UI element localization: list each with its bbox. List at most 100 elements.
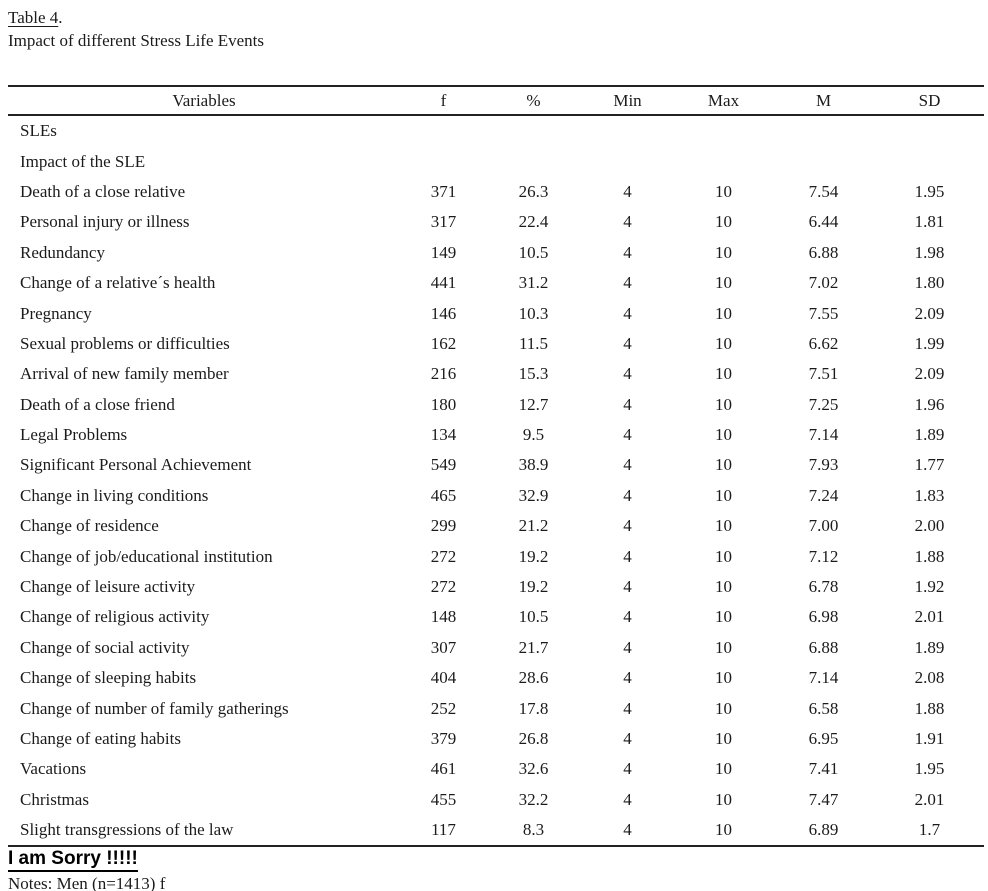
variable-cell: Change of religious activity xyxy=(20,607,210,627)
col-header-mean: M xyxy=(815,90,832,110)
value-cell: 4 xyxy=(623,242,632,262)
value-cell: 10 xyxy=(715,577,732,597)
value-cell: 1.98 xyxy=(914,242,945,262)
value-cell: 17.8 xyxy=(518,698,549,718)
value-cell: 4 xyxy=(623,789,632,809)
value-cell: 10 xyxy=(715,668,732,688)
value-cell: 21.7 xyxy=(518,637,549,657)
table-row: Arrival of new family member 216 15.3 4 10 7.… xyxy=(8,359,984,389)
value-cell: 252 xyxy=(430,698,457,718)
value-cell: 307 xyxy=(430,637,457,657)
value-cell: 2.00 xyxy=(914,516,945,536)
table-row: Change in living conditions 465 32.9 4 10 7.2… xyxy=(8,481,984,511)
value-cell: 7.00 xyxy=(808,516,839,536)
col-header-min: Min xyxy=(613,90,642,110)
table-row: Change of number of family gatherings 252… xyxy=(8,693,984,723)
value-cell: 2.08 xyxy=(914,668,945,688)
value-cell: 8.3 xyxy=(522,820,545,840)
value-cell: 162 xyxy=(430,333,457,353)
value-cell: 461 xyxy=(430,759,457,779)
value-cell: 10 xyxy=(715,364,732,384)
value-cell xyxy=(400,146,487,176)
value-cell: 7.41 xyxy=(808,759,839,779)
notes-line: Notes: Men (n=1413) f xyxy=(8,874,166,891)
value-cell: 7.25 xyxy=(808,394,839,414)
col-header-sd: SD xyxy=(918,90,941,110)
variable-cell: SLEs xyxy=(20,121,57,141)
value-cell: 4 xyxy=(623,820,632,840)
table-body: SLEs Impact of the SLE Death of a close re… xyxy=(8,115,984,847)
header-row: Variables f % Min Max M SD xyxy=(8,86,984,115)
value-cell: 10 xyxy=(715,425,732,445)
value-cell: 4 xyxy=(623,516,632,536)
variable-cell: Change of leisure activity xyxy=(20,577,196,597)
variable-cell: Pregnancy xyxy=(20,303,92,323)
value-cell: 1.91 xyxy=(914,729,945,748)
value-cell xyxy=(580,115,675,146)
value-cell: 4 xyxy=(623,485,632,505)
value-cell xyxy=(875,146,984,176)
value-cell: 10 xyxy=(715,789,732,809)
variable-cell: Redundancy xyxy=(20,242,105,262)
variable-cell: Death of a close relative xyxy=(20,181,186,201)
table-row: Slight transgressions of the law 117 8.3 4 1… xyxy=(8,815,984,847)
value-cell: 441 xyxy=(430,273,457,293)
value-cell: 10 xyxy=(715,181,732,201)
value-cell: 149 xyxy=(430,242,457,262)
value-cell: 1.92 xyxy=(914,577,945,597)
value-cell: 4 xyxy=(623,607,632,627)
table-row: Change of a relative´s health 441 31.2 4 10 7… xyxy=(8,268,984,298)
table-row: Change of residence 299 21.2 4 10 7.00 2.00 xyxy=(8,511,984,541)
value-cell: 7.24 xyxy=(808,485,839,505)
variable-cell: Arrival of new family member xyxy=(20,364,229,384)
value-cell: 10 xyxy=(715,485,732,505)
value-cell: 455 xyxy=(430,789,457,809)
value-cell xyxy=(772,146,875,176)
value-cell: 6.62 xyxy=(808,333,839,353)
value-cell: 272 xyxy=(430,546,457,566)
value-cell: 379 xyxy=(430,729,457,748)
value-cell: 4 xyxy=(623,333,632,353)
value-cell: 2.01 xyxy=(914,789,945,809)
value-cell: 22.4 xyxy=(518,212,549,232)
value-cell xyxy=(772,115,875,146)
value-cell: 2.09 xyxy=(914,364,945,384)
value-cell: 4 xyxy=(623,394,632,414)
value-cell: 10.3 xyxy=(518,303,549,323)
variable-cell: Personal injury or illness xyxy=(20,212,190,232)
value-cell: 26.3 xyxy=(518,181,549,201)
variable-cell: Change of sleeping habits xyxy=(20,668,197,688)
value-cell xyxy=(675,115,772,146)
variable-cell: Slight transgressions of the law xyxy=(20,820,234,840)
value-cell: 4 xyxy=(623,181,632,201)
value-cell: 7.93 xyxy=(808,455,839,475)
value-cell: 1.89 xyxy=(914,637,945,657)
value-cell: 9.5 xyxy=(522,425,545,445)
value-cell: 180 xyxy=(430,394,457,414)
value-cell: 10.5 xyxy=(518,607,549,627)
value-cell: 2.01 xyxy=(914,607,945,627)
value-cell: 4 xyxy=(623,303,632,323)
value-cell: 12.7 xyxy=(518,394,549,414)
value-cell: 4 xyxy=(623,698,632,718)
value-cell: 10 xyxy=(715,759,732,779)
value-cell: 11.5 xyxy=(518,333,549,353)
value-cell: 10 xyxy=(715,607,732,627)
variable-cell: Impact of the SLE xyxy=(20,151,146,171)
table-row: Personal injury or illness 317 22.4 4 10 6.44… xyxy=(8,207,984,237)
value-cell: 21.2 xyxy=(518,516,549,536)
value-cell: 15.3 xyxy=(518,364,549,384)
value-cell: 549 xyxy=(430,455,457,475)
value-cell: 31.2 xyxy=(518,273,549,293)
value-cell: 7.54 xyxy=(808,181,839,201)
value-cell: 4 xyxy=(623,729,632,748)
table-row: Death of a close friend 180 12.7 4 10 7.25 1.9… xyxy=(8,390,984,420)
value-cell: 32.6 xyxy=(518,759,549,779)
table-row: Significant Personal Achievement 549 38.9 4… xyxy=(8,450,984,480)
value-cell: 7.14 xyxy=(808,425,839,445)
col-header-variables: Variables xyxy=(172,90,236,110)
value-cell: 7.55 xyxy=(808,303,839,323)
value-cell: 134 xyxy=(430,425,457,445)
value-cell: 32.2 xyxy=(518,789,549,809)
value-cell: 10 xyxy=(715,729,732,748)
